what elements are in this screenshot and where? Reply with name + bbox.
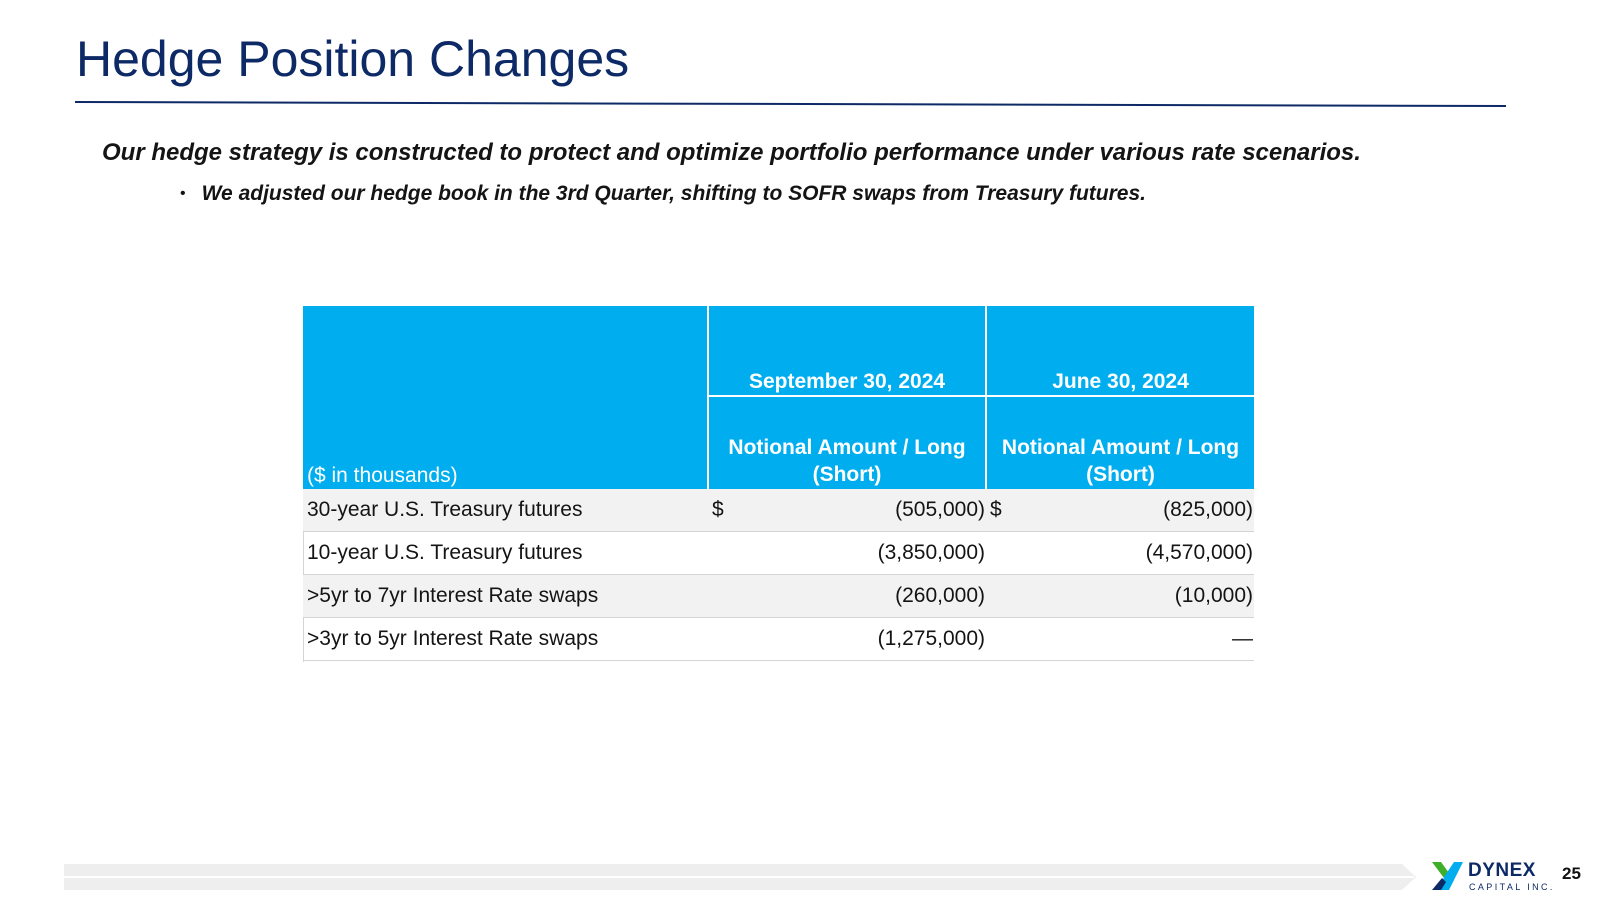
value-cell: $ (825,000) bbox=[986, 489, 1254, 532]
row-label: 30-year U.S. Treasury futures bbox=[303, 489, 708, 532]
dynex-x-icon bbox=[1432, 862, 1463, 890]
cell-value: (1,275,000) bbox=[877, 627, 985, 650]
cell-value: (260,000) bbox=[895, 584, 985, 607]
value-cell: (1,275,000) bbox=[708, 617, 986, 661]
cell-value: (10,000) bbox=[1174, 584, 1253, 607]
logo-subtext: CAPITAL INC. bbox=[1469, 882, 1555, 892]
column-header-date: June 30, 2024 bbox=[986, 306, 1254, 397]
column-header-date: September 30, 2024 bbox=[708, 306, 987, 397]
cell-value: — bbox=[1232, 627, 1253, 650]
header-row-dates: ($ in thousands) September 30, 2024 June… bbox=[303, 306, 1254, 489]
table-row: 30-year U.S. Treasury futures $ (505,000)… bbox=[303, 489, 1254, 532]
value-cell: (10,000) bbox=[986, 574, 1254, 618]
bullet-item: • We adjusted our hedge book in the 3rd Q… bbox=[180, 182, 1146, 206]
table-row: >3yr to 5yr Interest Rate swaps (1,275,0… bbox=[303, 617, 1254, 661]
value-cell: (260,000) bbox=[708, 574, 986, 618]
value-cell: $ (505,000) bbox=[708, 489, 986, 532]
value-cell: (4,570,000) bbox=[986, 531, 1254, 575]
bullet-icon: • bbox=[180, 185, 186, 202]
row-label: >5yr to 7yr Interest Rate swaps bbox=[303, 574, 708, 618]
title-divider bbox=[75, 101, 1507, 107]
row-label: >3yr to 5yr Interest Rate swaps bbox=[303, 617, 708, 661]
hedge-table: ($ in thousands) September 30, 2024 June… bbox=[303, 306, 1254, 661]
subtitle: Our hedge strategy is constructed to pro… bbox=[102, 139, 1361, 166]
table-row: 10-year U.S. Treasury futures (3,850,000… bbox=[303, 531, 1254, 575]
cell-value: (3,850,000) bbox=[877, 541, 985, 564]
page-number: 25 bbox=[1562, 864, 1581, 883]
row-label: 10-year U.S. Treasury futures bbox=[303, 531, 708, 575]
page-title: Hedge Position Changes bbox=[76, 31, 630, 87]
dynex-logo: DYNEX CAPITAL INC. bbox=[1432, 860, 1552, 894]
footer-arrow-bar bbox=[64, 864, 1416, 890]
header-row-sub: Notional Amount / Long (Short) Notional … bbox=[303, 396, 1254, 489]
cell-value: (4,570,000) bbox=[1145, 541, 1253, 564]
column-subheader: Notional Amount / Long (Short) bbox=[708, 396, 987, 489]
cell-value: (505,000) bbox=[895, 498, 985, 521]
value-cell: — bbox=[986, 617, 1254, 661]
currency-symbol: $ bbox=[712, 498, 724, 521]
logo-wordmark: DYNEX bbox=[1468, 860, 1536, 881]
currency-symbol: $ bbox=[990, 498, 1002, 521]
table-row: >5yr to 7yr Interest Rate swaps (260,000… bbox=[303, 574, 1254, 618]
cell-value: (825,000) bbox=[1163, 498, 1253, 521]
bullet-text: We adjusted our hedge book in the 3rd Qu… bbox=[201, 182, 1146, 205]
value-cell: (3,850,000) bbox=[708, 531, 986, 575]
column-subheader: Notional Amount / Long (Short) bbox=[986, 396, 1254, 489]
stub-header: ($ in thousands) bbox=[303, 306, 709, 489]
